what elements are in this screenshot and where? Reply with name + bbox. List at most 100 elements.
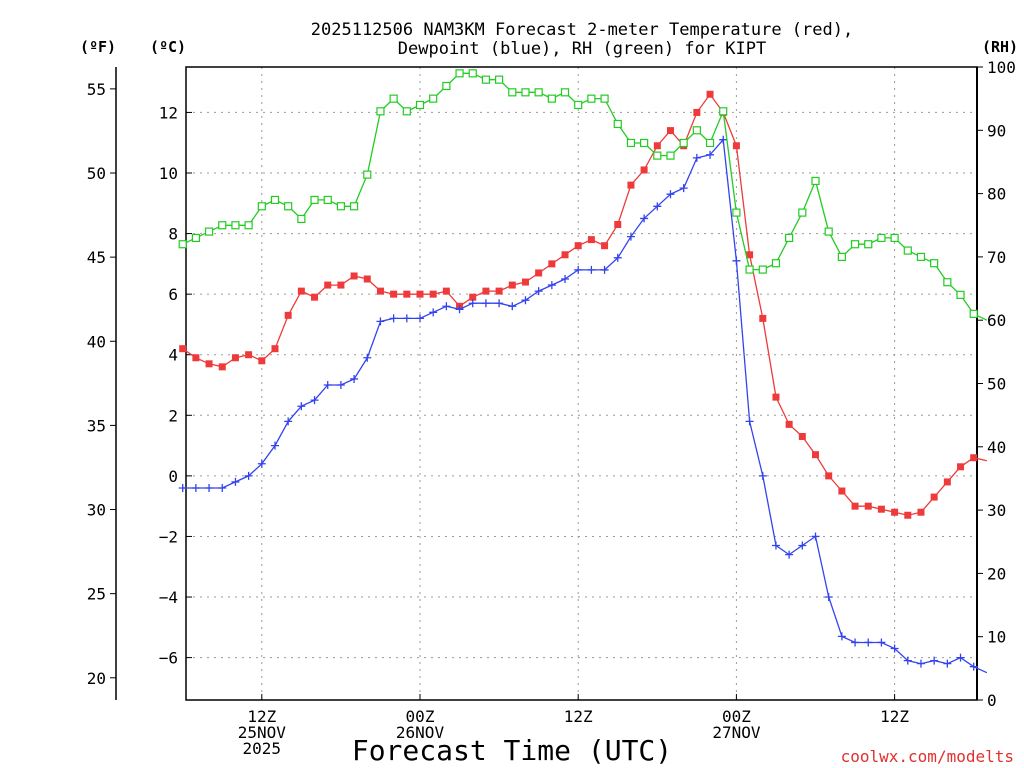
data-point [890,644,899,653]
data-point [323,195,332,205]
data-point [482,287,490,295]
data-point [284,202,293,211]
data-point [204,227,214,236]
data-point [916,659,925,668]
data-point [812,451,820,459]
data-point [508,88,517,97]
fahrenheit-tick-label: 25 [87,585,106,604]
data-point [891,508,899,516]
data-point [178,240,187,249]
data-point [574,265,583,274]
data-point [613,253,622,262]
data-point [877,233,886,243]
rh-tick-label: 20 [987,564,1006,583]
series-dewpoint [178,135,988,674]
data-point [653,202,662,211]
data-point [785,233,794,243]
data-point [363,275,371,283]
data-point [521,88,530,97]
data-point [258,357,266,365]
data-point [310,396,319,405]
rh-tick-label: 100 [987,58,1016,77]
x-tick-label: 25NOV [238,723,287,742]
data-point [521,296,530,305]
data-point [772,393,780,401]
data-point [547,281,556,290]
data-point [877,505,885,513]
data-point [376,287,384,295]
data-point [732,208,741,217]
data-point [270,195,280,205]
series-line [182,138,988,674]
plot-frame [185,66,978,701]
x-axis-label: Forecast Time (UTC) [352,734,672,767]
series-relative-humidity [178,69,988,321]
data-point [943,478,951,486]
celsius-tick-label: −6 [159,649,178,668]
data-point [666,127,674,135]
data-point [284,417,293,426]
data-point [890,233,899,243]
rh-unit-label: (RH) [982,38,1018,56]
data-point [640,166,648,174]
data-point [284,311,292,319]
data-point [257,202,266,211]
data-point [244,221,253,230]
celsius-unit-label: (ºC) [150,38,186,56]
rh-tick-label: 70 [987,248,1006,267]
rh-tick-label: 30 [987,501,1006,520]
data-point [785,550,794,559]
data-point [442,81,451,91]
data-point [376,107,385,116]
data-point [218,221,227,230]
data-point [350,272,358,280]
data-point [495,75,504,84]
data-point [455,305,464,314]
fahrenheit-tick-label: 45 [87,248,106,267]
data-point [745,265,754,274]
data-point [798,208,807,217]
series-line [182,93,988,516]
data-point [626,232,635,241]
data-point [416,290,424,298]
data-point [771,259,781,268]
x-tick-label: 12Z [564,707,593,726]
data-point [336,202,346,211]
data-point [864,638,873,647]
data-point [429,308,438,317]
data-point [957,463,965,471]
data-point [904,511,912,519]
data-point [970,454,978,462]
data-point [218,483,227,492]
data-point [218,363,226,371]
fahrenheit-tick-label: 20 [87,669,106,688]
data-point [798,541,807,550]
credit-text[interactable]: coolwx.com/modelts [841,747,1014,766]
data-point [376,317,385,326]
data-point [706,150,715,159]
data-point [785,420,793,428]
x-tick-label: 26NOV [396,723,445,742]
data-point [297,287,305,295]
data-point [349,202,359,211]
data-point [191,233,200,243]
data-point [851,638,860,647]
series-lines [178,69,988,674]
data-point [626,138,636,148]
data-point [389,314,398,323]
series-2-meter-temperature [179,90,988,519]
data-point [429,94,438,103]
data-point [600,265,609,274]
data-point [521,278,529,286]
rh-tick-label: 80 [987,185,1006,204]
data-point [969,309,978,318]
data-point [587,265,596,274]
data-point [231,354,239,362]
data-point [403,290,411,298]
data-point [930,259,939,268]
data-point [534,287,543,296]
data-point [745,417,754,426]
celsius-tick-label: −2 [159,527,178,546]
data-point [270,441,279,450]
